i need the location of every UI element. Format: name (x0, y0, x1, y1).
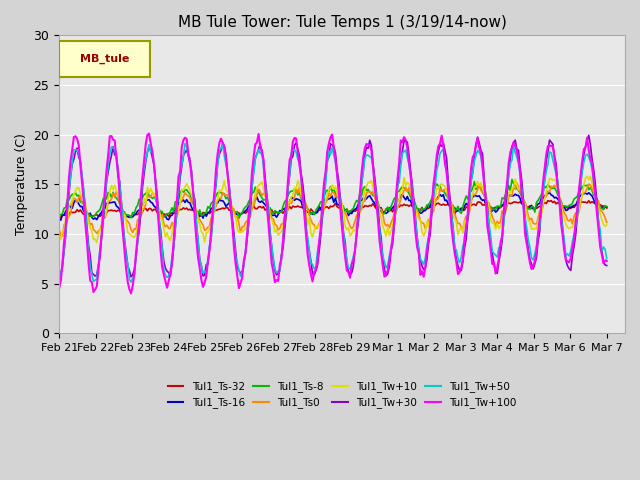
Tul1_Ts-16 (220, 200, 228, 205)
Tul1_Tw+10 (220, 178, 228, 183)
Tul1_Tw+30 (503, 190, 511, 196)
Tul1_Ts0 (220, 192, 228, 198)
Tul1_Tw+10 (93, 240, 100, 246)
Tul1_Tw+10 (364, 180, 372, 185)
Tul1_Tw+50 (176, 170, 184, 176)
Tul1_Ts-8 (603, 204, 611, 209)
Tul1_Ts-32 (603, 205, 611, 211)
Tul1_Ts-8 (176, 191, 184, 196)
Tul1_Tw+30 (509, 140, 517, 145)
Line: Tul1_Tw+30: Tul1_Tw+30 (59, 135, 607, 279)
Tul1_Ts0 (603, 219, 611, 225)
Tul1_Ts-8 (513, 186, 521, 192)
Tul1_Tw+50 (55, 282, 63, 288)
Tul1_Ts-16 (55, 216, 63, 222)
Tul1_Ts-8 (235, 216, 243, 221)
Tul1_Tw+10 (603, 222, 611, 228)
Tul1_Ts-32 (57, 215, 65, 221)
Tul1_Tw+50 (220, 152, 228, 158)
Tul1_Ts0 (505, 194, 513, 200)
Tul1_Ts-32 (364, 204, 372, 209)
Tul1_Tw+30 (55, 276, 63, 282)
Y-axis label: Temperature (C): Temperature (C) (15, 133, 28, 235)
Tul1_Tw+100 (62, 223, 70, 229)
Tul1_Ts-16 (603, 204, 611, 210)
Tul1_Tw+30 (219, 142, 227, 147)
Tul1_Tw+30 (62, 233, 70, 239)
Tul1_Ts-32 (511, 199, 519, 205)
Tul1_Ts0 (513, 180, 521, 186)
Tul1_Tw+100 (55, 286, 63, 291)
Tul1_Tw+10 (505, 190, 513, 196)
Tul1_Ts-16 (511, 191, 519, 197)
Tul1_Tw+30 (363, 144, 371, 150)
Tul1_Tw+50 (219, 140, 227, 145)
Line: Tul1_Tw+100: Tul1_Tw+100 (59, 133, 607, 293)
Tul1_Tw+100 (513, 148, 521, 154)
Tul1_Ts-16 (546, 190, 554, 195)
Tul1_Tw+10 (511, 176, 519, 182)
FancyBboxPatch shape (59, 41, 150, 77)
Tul1_Ts-8 (219, 192, 227, 197)
Tul1_Tw+100 (127, 290, 135, 296)
Tul1_Ts-32 (55, 214, 63, 219)
Line: Tul1_Ts0: Tul1_Ts0 (59, 183, 607, 236)
Tul1_Tw+10 (55, 233, 63, 239)
Tul1_Tw+50 (364, 152, 372, 158)
Tul1_Ts0 (55, 227, 63, 232)
Tul1_Ts-32 (220, 206, 228, 212)
Tul1_Tw+100 (180, 137, 188, 143)
Tul1_Ts0 (178, 198, 186, 204)
Tul1_Tw+50 (62, 230, 70, 236)
Tul1_Tw+30 (176, 175, 184, 180)
Tul1_Tw+100 (222, 154, 230, 160)
Tul1_Tw+50 (603, 255, 611, 261)
Tul1_Ts0 (59, 233, 67, 239)
Tul1_Ts-8 (364, 187, 372, 192)
Tul1_Ts-16 (178, 198, 186, 204)
Tul1_Tw+100 (506, 150, 514, 156)
Text: MB_tule: MB_tule (80, 53, 129, 64)
Tul1_Tw+100 (145, 131, 153, 136)
Tul1_Tw+10 (178, 187, 186, 193)
Tul1_Ts-32 (505, 200, 513, 206)
Tul1_Tw+10 (587, 173, 595, 179)
Tul1_Tw+100 (366, 143, 374, 148)
Tul1_Ts-8 (508, 177, 516, 182)
Title: MB Tule Tower: Tule Temps 1 (3/19/14-now): MB Tule Tower: Tule Temps 1 (3/19/14-now… (178, 15, 506, 30)
Tul1_Ts-16 (57, 217, 65, 223)
Line: Tul1_Tw+50: Tul1_Tw+50 (59, 143, 607, 285)
Line: Tul1_Ts-8: Tul1_Ts-8 (59, 180, 607, 218)
Tul1_Tw+50 (511, 150, 519, 156)
Tul1_Ts0 (63, 216, 71, 222)
Tul1_Ts-8 (62, 205, 70, 211)
Tul1_Tw+30 (585, 132, 593, 138)
Tul1_Ts-16 (63, 206, 71, 212)
Tul1_Ts0 (364, 189, 372, 194)
Tul1_Ts-32 (544, 198, 552, 204)
Line: Tul1_Ts-32: Tul1_Ts-32 (59, 201, 607, 218)
Tul1_Ts-8 (55, 213, 63, 218)
Legend: Tul1_Ts-32, Tul1_Ts-16, Tul1_Ts-8, Tul1_Ts0, Tul1_Tw+10, Tul1_Tw+30, Tul1_Tw+50,: Tul1_Ts-32, Tul1_Ts-16, Tul1_Ts-8, Tul1_… (164, 377, 520, 412)
Tul1_Ts-16 (364, 194, 372, 200)
Tul1_Tw+100 (603, 258, 611, 264)
Tul1_Ts0 (511, 186, 519, 192)
Tul1_Tw+10 (62, 216, 70, 221)
Tul1_Ts-8 (505, 182, 513, 188)
Tul1_Tw+30 (603, 263, 611, 268)
Line: Tul1_Ts-16: Tul1_Ts-16 (59, 192, 607, 220)
Tul1_Tw+50 (505, 173, 513, 179)
Line: Tul1_Tw+10: Tul1_Tw+10 (59, 176, 607, 243)
Tul1_Ts-16 (505, 192, 513, 198)
Tul1_Ts-32 (63, 211, 71, 216)
Tul1_Ts-32 (178, 206, 186, 212)
